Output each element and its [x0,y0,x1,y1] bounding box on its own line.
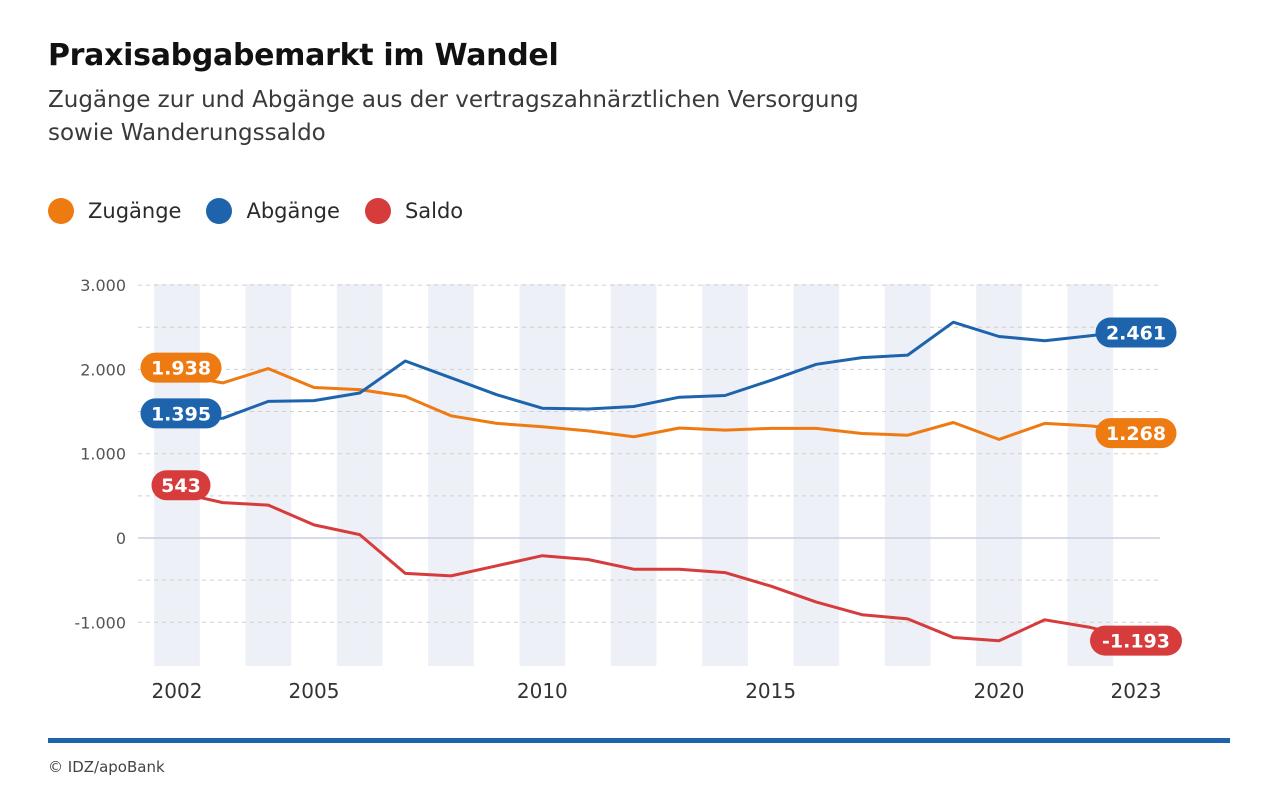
start-label-zugänge-bg [140,352,222,383]
x-tick-label: 2002 [152,679,203,703]
x-tick-label: 2005 [289,679,340,703]
end-label-zugänge-bg [1095,418,1177,449]
legend-item-saldo: Saldo [364,198,464,224]
source-credit: © IDZ/apoBank [48,758,165,776]
end-label-abgänge-bg [1095,317,1177,348]
end-label-abgänge: 2.461 [1095,317,1177,348]
start-label-zugänge: 1.938 [140,352,222,383]
end-label-zugänge: 1.268 [1095,418,1177,449]
year-band-2010 [519,284,566,666]
end-label-abgänge-text: 2.461 [1106,323,1166,345]
end-label-saldo-text: -1.193 [1102,631,1170,653]
legend-item-abgaenge: Abgänge [206,198,340,224]
y-tick-label: 2.000 [80,360,126,379]
start-label-abgänge-bg [140,398,222,429]
series-line-abgänge [175,320,1138,422]
legend-label-zugaenge: Zugänge [88,199,182,223]
start-label-saldo: 543 [151,470,211,501]
series-line-zugänge [175,367,1138,441]
legend-marker-abgaenge [206,198,233,224]
year-band-2004 [245,284,292,666]
x-tick-label: 2015 [745,679,796,703]
year-band-2016 [793,284,840,666]
end-label-saldo: -1.193 [1090,625,1182,656]
y-tick-label: 0 [116,529,126,548]
end-label-saldo-bg [1090,625,1182,656]
end-label-zugänge-text: 1.268 [1106,423,1166,445]
start-label-zugänge-text: 1.938 [151,358,211,380]
x-tick-label: 2020 [974,679,1025,703]
y-tick-label: 1.000 [80,445,126,464]
legend-label-saldo: Saldo [404,199,464,223]
year-band-2006 [336,284,383,666]
year-band-2022 [1067,284,1114,666]
legend-marker-saldo [364,198,391,224]
y-tick-label: -1.000 [74,613,126,632]
legend-item-zugaenge: Zugänge [48,198,181,224]
start-label-abgänge: 1.395 [140,398,222,429]
chart-legend: Zugänge Abgänge Saldo [48,198,488,224]
start-label-abgänge-text: 1.395 [151,403,211,425]
series-line-saldo [175,490,1138,643]
legend-label-abgaenge: Abgänge [246,199,340,223]
start-label-saldo-bg [151,470,211,501]
x-tick-label: 2010 [517,679,568,703]
year-band-2020 [976,284,1022,666]
chart-title: Praxisabgabemarkt im Wandel [48,38,559,73]
year-band-2014 [702,284,748,666]
chart-subtitle: Zugänge zur und Abgänge aus der vertrags… [48,87,859,146]
year-band-2008 [428,284,474,666]
start-label-saldo-text: 543 [161,475,201,497]
y-tick-label: 3.000 [80,276,126,295]
year-band-2018 [884,284,931,666]
year-band-2012 [610,284,657,666]
x-tick-label: 2023 [1111,679,1162,703]
legend-marker-zugaenge [48,198,74,224]
footer-rule [48,738,1230,743]
